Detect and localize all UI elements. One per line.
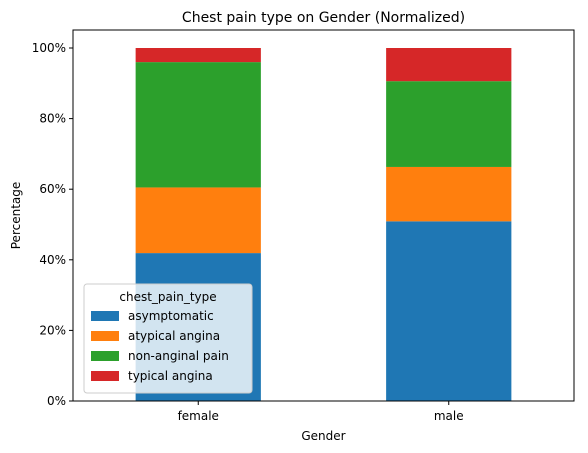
axes-layer [72, 29, 575, 402]
bar-male-asymptomatic [386, 221, 512, 401]
x-axis-label: Gender [301, 429, 345, 443]
y-tick-label: 40% [39, 253, 66, 267]
legend-swatch [91, 331, 119, 341]
y-ticks: 0% 20% 40% 60% 80% 100% [32, 41, 73, 408]
legend: chest_pain_type asymptomatic atypical ang… [83, 283, 253, 394]
bar-female-atypical-angina [135, 187, 261, 254]
legend-label: typical angina [128, 369, 213, 383]
legend-box [83, 283, 253, 394]
bar-female-typical-angina [135, 48, 261, 63]
bar-female-non-anginal-pain [135, 62, 261, 188]
legend-swatch [91, 311, 119, 321]
legend-label: atypical angina [128, 329, 220, 343]
chart-title: Chest pain type on Gender (Normalized) [182, 10, 465, 26]
legend-title: chest_pain_type [119, 290, 216, 304]
y-tick-label: 100% [32, 41, 66, 55]
bars-layer [135, 48, 512, 401]
legend-swatch [91, 371, 119, 381]
bar-male-atypical-angina [386, 166, 512, 222]
x-ticks: female male [178, 401, 464, 423]
legend-label: non-anginal pain [128, 349, 229, 363]
x-tick-label: male [434, 409, 464, 423]
bar-male-non-anginal-pain [386, 81, 512, 167]
legend-label: asymptomatic [128, 309, 214, 323]
y-axis-label: Percentage [9, 182, 23, 250]
x-tick-label: female [178, 409, 219, 423]
y-tick-label: 60% [39, 182, 66, 196]
legend-swatch [91, 351, 119, 361]
plot-frame [72, 29, 575, 402]
y-tick-label: 80% [39, 112, 66, 126]
y-tick-label: 20% [39, 323, 66, 337]
bar-male-typical-angina [386, 48, 512, 82]
y-tick-label: 0% [47, 394, 66, 408]
